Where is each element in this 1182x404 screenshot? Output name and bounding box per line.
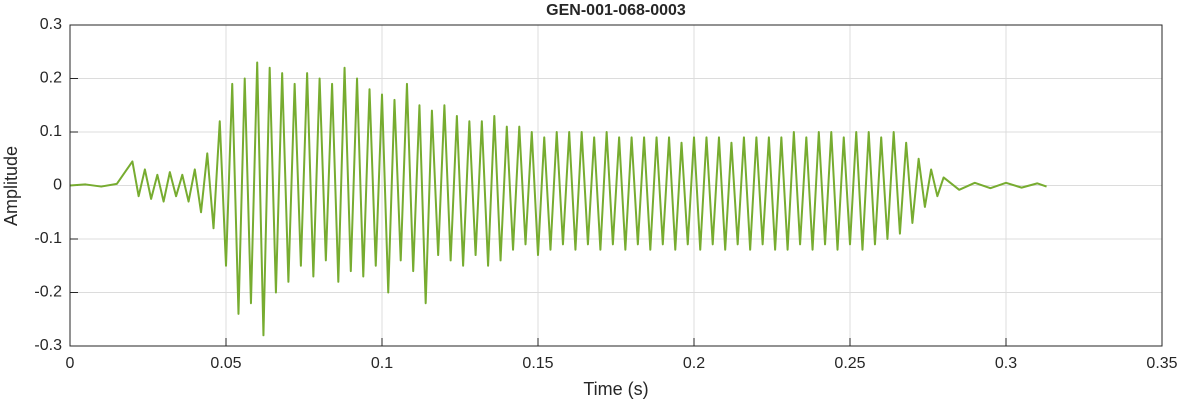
x-tick-label: 0.15 xyxy=(522,355,553,372)
x-tick-label: 0.25 xyxy=(834,355,865,372)
y-tick-label: -0.1 xyxy=(34,230,62,247)
x-tick-label: 0.05 xyxy=(210,355,241,372)
x-axis-label: Time (s) xyxy=(583,379,648,399)
y-tick-label: 0.2 xyxy=(40,70,62,87)
y-tick-label: -0.2 xyxy=(34,284,62,301)
x-tick-label: 0.35 xyxy=(1146,355,1177,372)
x-tick-label: 0 xyxy=(66,355,75,372)
y-tick-label: 0.1 xyxy=(40,123,62,140)
x-tick-label: 0.3 xyxy=(995,355,1017,372)
chart-title: GEN-001-068-0003 xyxy=(546,2,686,19)
x-tick-label: 0.2 xyxy=(683,355,705,372)
y-tick-label: 0 xyxy=(53,177,62,194)
x-tick-label: 0.1 xyxy=(371,355,393,372)
y-axis-label: Amplitude xyxy=(1,146,21,226)
y-tick-label: 0.3 xyxy=(40,16,62,33)
waveform-line xyxy=(69,61,1047,337)
y-tick-label: -0.3 xyxy=(34,337,62,354)
plot-frame xyxy=(69,24,1163,347)
